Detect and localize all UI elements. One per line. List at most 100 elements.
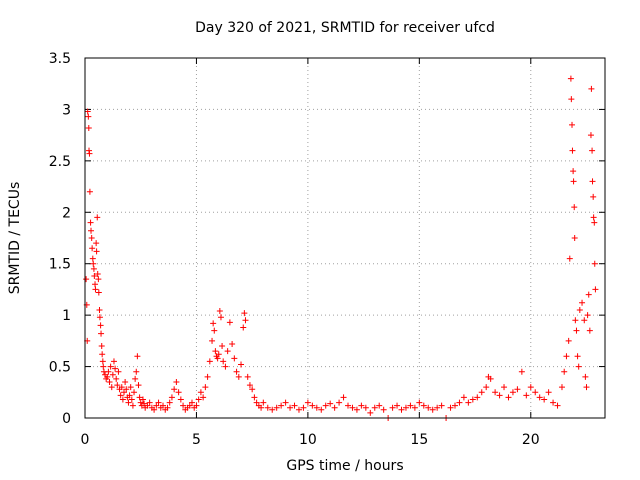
data-point <box>282 399 289 406</box>
data-point <box>220 358 227 365</box>
data-point <box>141 400 148 407</box>
y-tick-label: 3 <box>62 102 71 118</box>
data-point <box>88 227 95 234</box>
data-point <box>244 373 251 380</box>
data-point <box>579 299 586 306</box>
data-point <box>195 396 202 403</box>
data-point <box>545 389 552 396</box>
y-tick-label: 1 <box>62 308 71 324</box>
data-point <box>561 368 568 375</box>
data-point <box>210 320 217 327</box>
data-point <box>99 358 106 365</box>
data-point <box>585 291 592 298</box>
data-point <box>173 379 180 385</box>
data-point <box>483 384 490 391</box>
data-point <box>115 368 122 375</box>
data-point <box>121 389 128 396</box>
data-point <box>139 396 146 403</box>
data-point <box>336 399 343 406</box>
data-point <box>251 394 258 401</box>
data-point <box>353 406 360 413</box>
data-point <box>584 312 591 319</box>
data-point <box>253 399 260 406</box>
data-point <box>581 317 588 324</box>
data-point <box>91 273 98 280</box>
data-point <box>122 379 129 385</box>
data-point <box>260 399 267 406</box>
data-point <box>135 382 142 389</box>
data-point <box>509 389 516 396</box>
data-point <box>100 363 107 370</box>
data-point <box>107 363 114 370</box>
data-point <box>573 327 580 334</box>
data-point <box>131 389 138 396</box>
data-point <box>171 386 178 393</box>
data-point <box>568 96 575 103</box>
data-point <box>119 396 126 403</box>
data-point <box>587 132 594 139</box>
data-point <box>222 363 229 370</box>
data-point <box>541 396 548 403</box>
x-tick-label: 15 <box>410 432 428 448</box>
data-point <box>358 402 365 409</box>
data-point <box>94 271 101 277</box>
data-point <box>212 348 219 355</box>
data-point <box>153 402 160 409</box>
data-point <box>586 327 593 334</box>
data-point <box>523 392 530 399</box>
data-point <box>367 409 374 416</box>
data-point <box>114 382 121 389</box>
data-point <box>349 404 356 411</box>
data-point <box>570 178 577 185</box>
x-tick-label: 5 <box>192 432 201 448</box>
data-point <box>447 404 454 411</box>
data-point <box>202 384 209 391</box>
data-point <box>151 406 158 413</box>
data-point <box>469 396 476 403</box>
data-point <box>264 404 271 411</box>
data-point <box>492 389 499 396</box>
data-point <box>92 286 99 293</box>
data-point <box>327 400 334 407</box>
data-point <box>85 113 92 120</box>
data-point <box>242 317 249 324</box>
data-point <box>238 361 245 368</box>
data-point <box>318 406 325 413</box>
y-axis-label: SRMTID / TECUs <box>7 182 23 295</box>
data-point <box>574 353 581 360</box>
data-point <box>110 358 117 365</box>
data-point <box>106 379 113 385</box>
x-tick-label: 0 <box>81 432 90 448</box>
data-point <box>291 402 298 409</box>
data-point <box>569 121 576 128</box>
grid <box>85 58 605 418</box>
data-point <box>465 399 472 406</box>
data-point <box>571 204 578 211</box>
data-point <box>362 404 369 411</box>
data-point <box>380 406 387 413</box>
data-point <box>128 396 135 403</box>
y-tick-label: 2 <box>62 205 71 221</box>
data-point <box>104 373 111 380</box>
data-point <box>300 404 307 411</box>
data-point <box>85 124 92 131</box>
data-point <box>95 289 102 296</box>
data-point <box>554 402 561 409</box>
data-point <box>99 351 106 358</box>
data-point <box>137 399 144 406</box>
data-point <box>313 404 320 411</box>
data-point <box>123 386 130 393</box>
data-point <box>322 402 329 409</box>
data-point <box>340 394 347 401</box>
chart-title: Day 320 of 2021, SRMTID for receiver ufc… <box>195 20 495 36</box>
data-point <box>590 214 597 221</box>
data-point <box>389 404 396 411</box>
data-point <box>186 402 193 409</box>
data-point <box>394 402 401 409</box>
data-point <box>591 260 598 267</box>
data-point <box>134 353 141 360</box>
data-point <box>86 188 93 195</box>
data-point <box>83 276 90 283</box>
data-point <box>429 406 436 413</box>
y-tick-label: 0.5 <box>49 360 71 376</box>
